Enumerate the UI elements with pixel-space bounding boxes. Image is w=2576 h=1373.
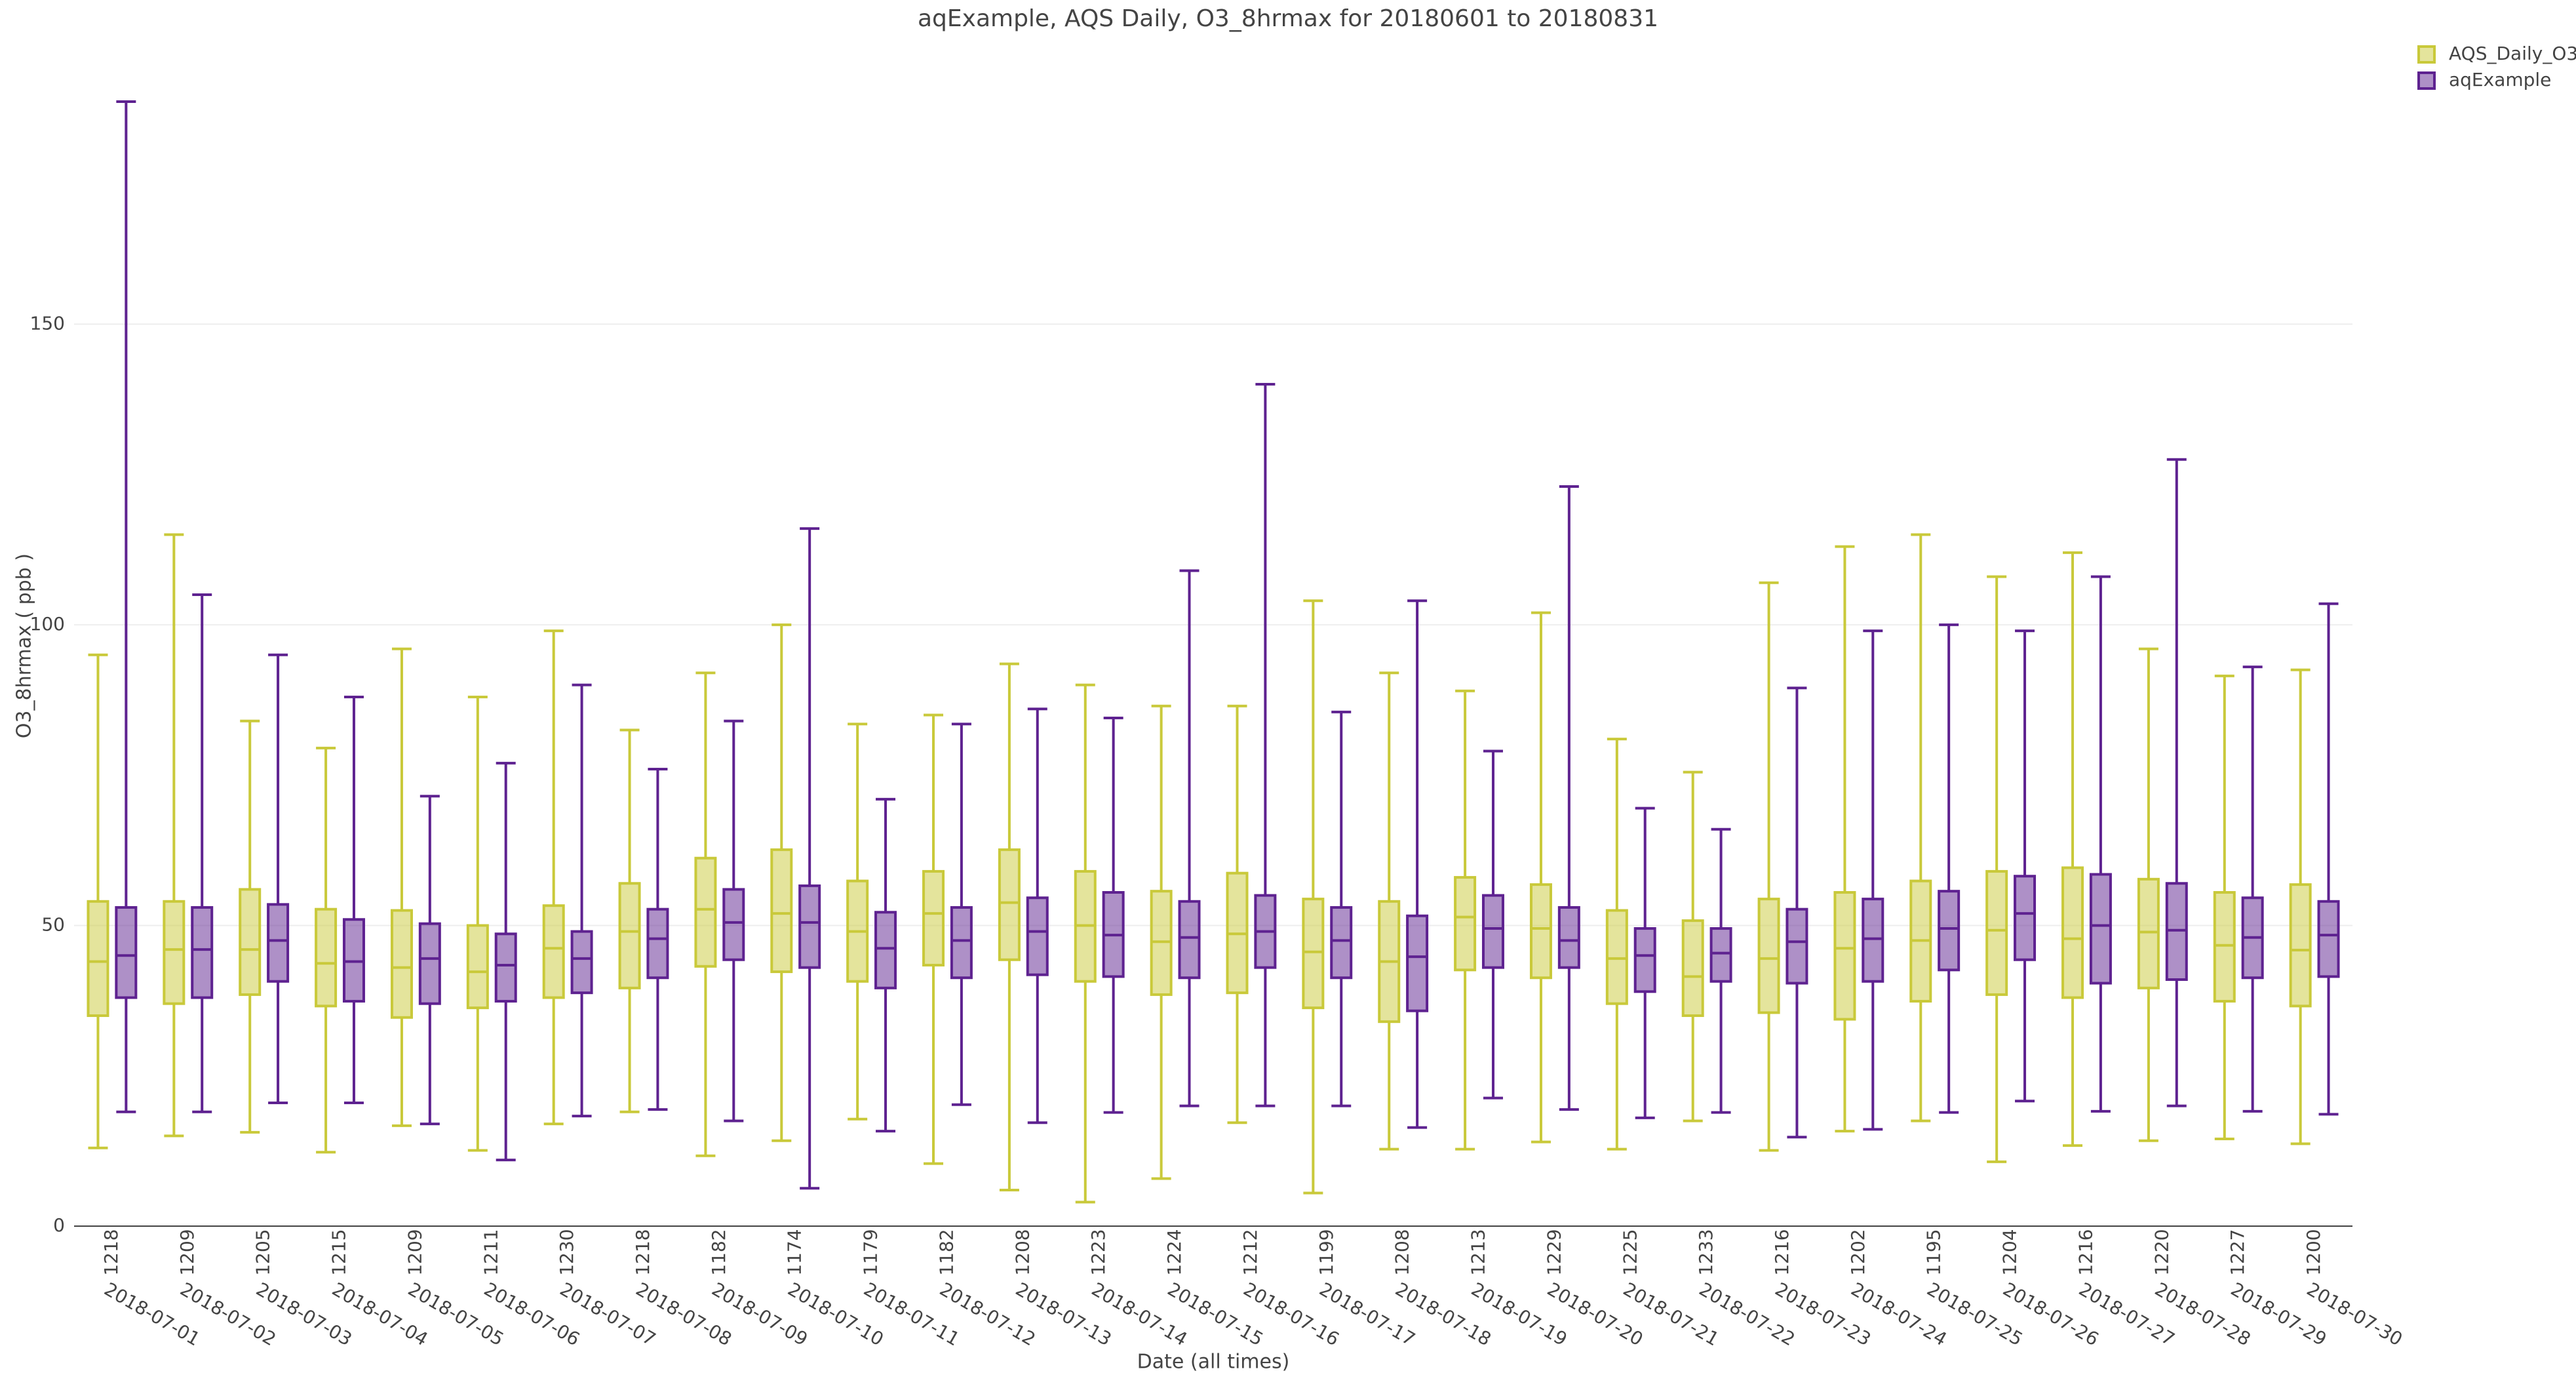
box xyxy=(2213,891,2236,1003)
legend-label: AQS_Daily_O3 xyxy=(2449,43,2576,64)
box xyxy=(1406,914,1429,1012)
y-tick-label: 100 xyxy=(30,613,65,635)
box xyxy=(646,907,669,980)
count-label: 1205 xyxy=(252,1229,274,1275)
box xyxy=(694,856,717,968)
box xyxy=(2317,900,2340,978)
box xyxy=(1757,898,1780,1014)
count-label: 1208 xyxy=(1392,1229,1413,1275)
count-label: 1230 xyxy=(556,1229,577,1275)
count-label: 1216 xyxy=(1771,1229,1793,1275)
box xyxy=(1454,876,1477,972)
box xyxy=(2061,866,2084,999)
count-label: 1179 xyxy=(860,1229,882,1275)
count-label: 1220 xyxy=(2151,1229,2172,1275)
legend-swatch xyxy=(2417,71,2436,90)
box xyxy=(1709,927,1732,983)
box xyxy=(570,930,593,995)
box xyxy=(163,900,185,1005)
box xyxy=(87,900,109,1018)
box xyxy=(2014,875,2037,961)
x-axis-title: Date (all times) xyxy=(1137,1351,1290,1373)
count-label: 1218 xyxy=(100,1229,122,1275)
box xyxy=(874,911,897,989)
box xyxy=(770,848,793,974)
count-label: 1225 xyxy=(1619,1229,1641,1275)
box xyxy=(315,907,338,1008)
box xyxy=(1938,890,1961,972)
count-label: 1182 xyxy=(708,1229,730,1275)
box xyxy=(466,924,489,1010)
count-label: 1211 xyxy=(480,1229,501,1275)
box xyxy=(1557,905,1580,969)
box xyxy=(1633,927,1656,993)
box xyxy=(1605,909,1628,1005)
box xyxy=(1481,894,1504,969)
box xyxy=(1302,898,1325,1010)
box xyxy=(1529,883,1552,980)
count-label: 1202 xyxy=(1847,1229,1869,1275)
count-label: 1227 xyxy=(2227,1229,2248,1275)
count-label: 1233 xyxy=(1695,1229,1717,1275)
count-label: 1213 xyxy=(1468,1229,1489,1275)
box xyxy=(191,905,214,999)
count-label: 1209 xyxy=(176,1229,198,1275)
box xyxy=(390,909,413,1019)
box xyxy=(1026,896,1049,976)
legend-swatch xyxy=(2417,45,2436,64)
y-axis-title: O3_8hrmax ( ppb ) xyxy=(13,553,36,738)
count-label: 1199 xyxy=(1316,1229,1337,1275)
box xyxy=(950,905,973,980)
box xyxy=(2089,873,2112,985)
box xyxy=(798,884,821,969)
box xyxy=(922,869,945,966)
y-tick-label: 0 xyxy=(53,1214,65,1236)
box xyxy=(494,932,517,1003)
box xyxy=(1862,898,1884,983)
count-label: 1209 xyxy=(404,1229,425,1275)
box xyxy=(1833,891,1856,1021)
count-label: 1223 xyxy=(1087,1229,1109,1275)
box xyxy=(2137,877,2160,989)
box xyxy=(2289,883,2312,1008)
count-label: 1208 xyxy=(1011,1229,1033,1275)
box xyxy=(267,903,290,983)
count-label: 1216 xyxy=(2075,1229,2096,1275)
box xyxy=(1330,905,1353,980)
count-label: 1212 xyxy=(1239,1229,1261,1275)
box xyxy=(1786,907,1808,985)
chart-title: aqExample, AQS Daily, O3_8hrmax for 2018… xyxy=(918,5,1658,32)
count-label: 1182 xyxy=(935,1229,957,1275)
box xyxy=(1178,900,1201,980)
box xyxy=(1985,869,2008,996)
count-label: 1224 xyxy=(1163,1229,1185,1275)
count-label: 1215 xyxy=(328,1229,350,1275)
count-label: 1200 xyxy=(2303,1229,2324,1275)
count-label: 1229 xyxy=(1543,1229,1565,1275)
box xyxy=(418,922,441,1005)
box xyxy=(1681,919,1704,1018)
count-label: 1174 xyxy=(784,1229,806,1275)
box xyxy=(542,904,565,999)
y-tick-label: 150 xyxy=(30,312,65,334)
count-label: 1218 xyxy=(632,1229,654,1275)
box xyxy=(618,882,641,989)
count-label: 1195 xyxy=(1923,1229,1945,1275)
box xyxy=(115,905,138,999)
box xyxy=(998,848,1021,961)
legend-label: aqExample xyxy=(2449,69,2551,90)
box xyxy=(722,888,745,961)
box xyxy=(239,888,262,996)
y-tick-label: 50 xyxy=(41,913,65,935)
count-label: 1204 xyxy=(1999,1229,2021,1275)
